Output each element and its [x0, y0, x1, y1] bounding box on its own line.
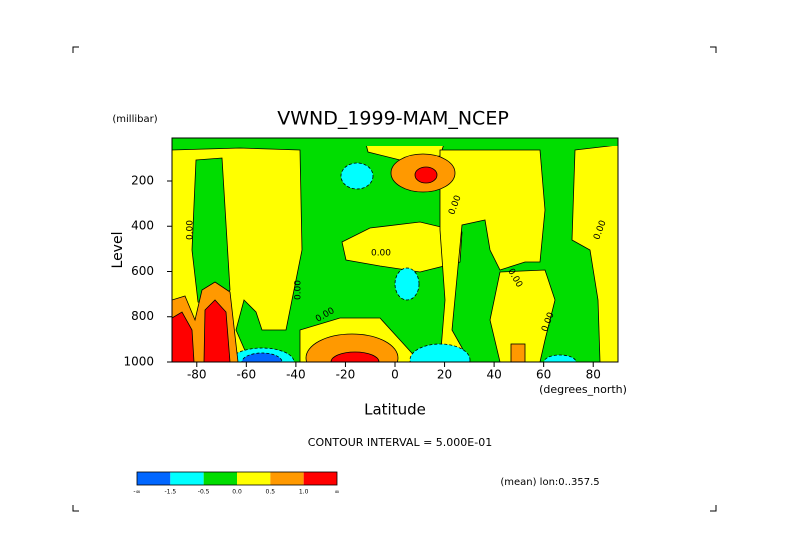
contour-region: [172, 138, 618, 146]
contour-region: [330, 351, 380, 362]
y-tick-label: 1000: [123, 355, 154, 369]
x-tick-label: -40: [286, 368, 306, 382]
corner-marks: [72, 46, 717, 512]
contour-field: [172, 138, 618, 362]
colorbar-label: -1.5: [164, 489, 176, 496]
contour-region: [409, 343, 471, 362]
x-tick-label: 60: [536, 368, 551, 382]
x-tick-label: 20: [437, 368, 452, 382]
contour-region: [340, 162, 374, 190]
contour-region: [439, 149, 546, 362]
contour-region: [414, 166, 438, 184]
y-units: (millibar): [112, 114, 157, 125]
average-note: (mean) lon:0..357.5: [500, 477, 599, 488]
x-axis-label: Latitude: [364, 401, 426, 419]
colorbar-swatch: [203, 472, 237, 485]
y-tick-label: 400: [131, 219, 154, 233]
chart-title: VWND_1999-MAM_NCEP: [277, 108, 509, 130]
contour-region: [510, 343, 526, 362]
contour-region: [489, 269, 556, 362]
y-tick-label: 800: [131, 309, 154, 323]
colorbar-swatch: [237, 472, 271, 485]
colorbar-swatch: [303, 472, 337, 485]
x-tick-label: -60: [237, 368, 257, 382]
colorbar-swatch: [137, 472, 171, 485]
colorbar-label: -0.5: [198, 489, 210, 496]
colorbar-swatch: [170, 472, 204, 485]
contour-region: [305, 333, 399, 362]
contour-region: [241, 352, 283, 362]
x-tick-label: -80: [187, 368, 207, 382]
contour-region: [394, 267, 420, 301]
contour-region: [203, 299, 231, 362]
x-tick-label: 80: [586, 368, 601, 382]
x-tick-label: 40: [486, 368, 501, 382]
contour-label: 0.00: [186, 220, 196, 240]
x-tick-label: -20: [336, 368, 356, 382]
colorbar-label: ∞: [335, 489, 340, 496]
contour-note: CONTOUR INTERVAL = 5.000E-01: [308, 436, 492, 449]
colorbar-label: 0.0: [232, 489, 242, 496]
contour-label: 0.00: [371, 249, 391, 259]
contour-region: [341, 221, 463, 273]
contour-label: 0.00: [294, 280, 304, 300]
colorbar-label: -∞: [133, 489, 140, 496]
contour-region: [543, 354, 577, 362]
x-units: (degrees_north): [539, 383, 627, 396]
y-axis-label: Level: [110, 232, 126, 269]
colorbar-swatch: [270, 472, 304, 485]
x-tick-label: 0: [391, 368, 399, 382]
contour-region: [172, 311, 195, 362]
contour-region: [571, 144, 618, 362]
y-tick-label: 600: [131, 264, 154, 278]
colorbar-label: 1.0: [299, 489, 309, 496]
colorbar-label: 0.5: [266, 489, 276, 496]
colorbar-frame: [136, 471, 338, 486]
y-tick-label: 200: [131, 173, 154, 187]
